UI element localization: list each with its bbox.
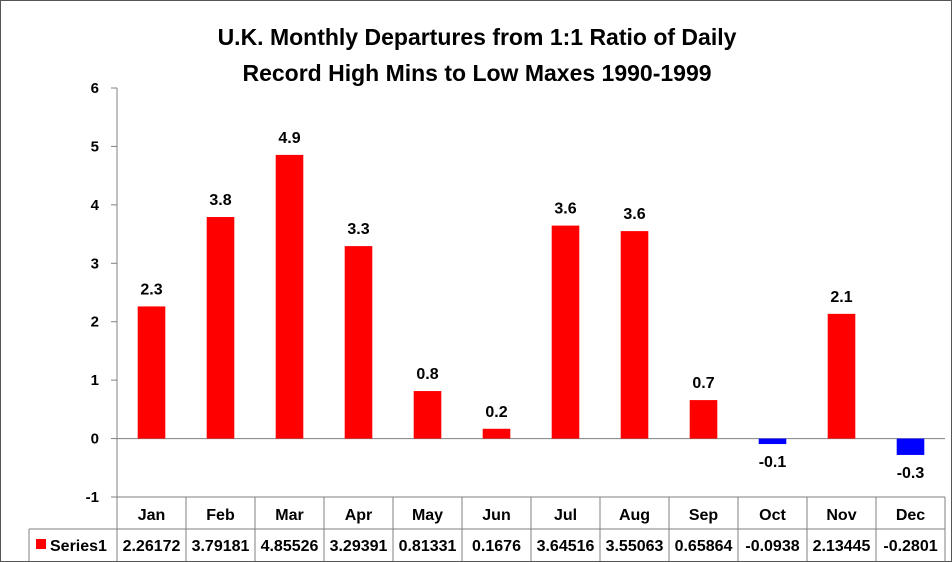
category-label: Sep	[689, 507, 719, 524]
y-tick-label: 5	[91, 138, 99, 155]
table-value: 2.13445	[813, 538, 871, 555]
data-label: 2.1	[830, 289, 852, 306]
table-value: 0.81331	[399, 538, 457, 555]
series-name: Series1	[50, 538, 107, 555]
y-tick-label: 2	[91, 314, 99, 331]
data-label: 0.2	[485, 404, 507, 421]
category-label: Aug	[619, 507, 650, 524]
table-value: 3.55063	[606, 538, 664, 555]
table-value: -0.0938	[745, 538, 799, 555]
table-value: 0.1676	[472, 538, 521, 555]
table-value: 3.79181	[192, 538, 250, 555]
bar-mar	[275, 154, 304, 439]
y-tick-label: 4	[91, 197, 100, 214]
data-label: 0.7	[692, 375, 714, 392]
data-label: -0.1	[759, 454, 787, 471]
table-value: 2.26172	[123, 538, 181, 555]
y-tick-label: 6	[91, 80, 99, 97]
bar-sep	[689, 400, 718, 439]
data-table: Jan Feb Mar Apr May Jun Jul Aug Sep Oct Nov Dec Seri…	[28, 496, 946, 561]
legend-key	[36, 539, 46, 549]
bar-nov	[827, 313, 856, 439]
bar-jan	[137, 306, 166, 439]
bars	[137, 154, 925, 455]
bar-may	[413, 391, 442, 439]
y-tick-label: 3	[91, 255, 99, 272]
category-label: Apr	[345, 507, 373, 524]
data-label: 2.3	[140, 281, 162, 298]
data-label: 4.9	[278, 130, 300, 147]
category-label: Dec	[896, 507, 925, 524]
y-tick-label: 0	[91, 431, 99, 448]
bar-feb	[206, 217, 235, 439]
axes: -1 0 1 2 3 4 5 6	[86, 80, 945, 506]
table-value: 3.29391	[330, 538, 388, 555]
chart-title: U.K. Monthly Departures from 1:1 Ratio o…	[218, 24, 737, 50]
chart-subtitle: Record High Mins to Low Maxes 1990-1999	[242, 60, 711, 86]
bar-dec	[896, 438, 925, 455]
table-value: 0.65864	[675, 538, 733, 555]
bar-oct	[758, 438, 787, 445]
category-label: Jan	[138, 507, 166, 524]
category-label: Nov	[826, 507, 856, 524]
category-label: Feb	[206, 507, 235, 524]
category-label: May	[412, 507, 443, 524]
category-label: Mar	[275, 507, 303, 524]
bar-jul	[551, 225, 580, 439]
data-label: 3.6	[623, 206, 645, 223]
y-tick-label: 1	[91, 372, 99, 389]
category-label: Oct	[759, 507, 786, 524]
table-value: -0.2801	[883, 538, 937, 555]
bar-aug	[620, 231, 649, 439]
bar-jun	[482, 428, 511, 439]
table-value: 3.64516	[537, 538, 595, 555]
table-value: 4.85526	[261, 538, 319, 555]
y-tick-label: -1	[86, 489, 99, 506]
category-label: Jun	[482, 507, 510, 524]
data-labels: 2.3 3.8 4.9 3.3 0.8 0.2 3.6 3.6 0.7 -0.1 2.1 -0.3	[140, 130, 924, 482]
data-label: 3.3	[347, 221, 369, 238]
data-label: -0.3	[897, 465, 925, 482]
data-label: 3.6	[554, 201, 576, 218]
data-label: 3.8	[209, 192, 231, 209]
category-label: Jul	[554, 507, 577, 524]
data-label: 0.8	[416, 366, 438, 383]
bar-apr	[344, 246, 373, 439]
